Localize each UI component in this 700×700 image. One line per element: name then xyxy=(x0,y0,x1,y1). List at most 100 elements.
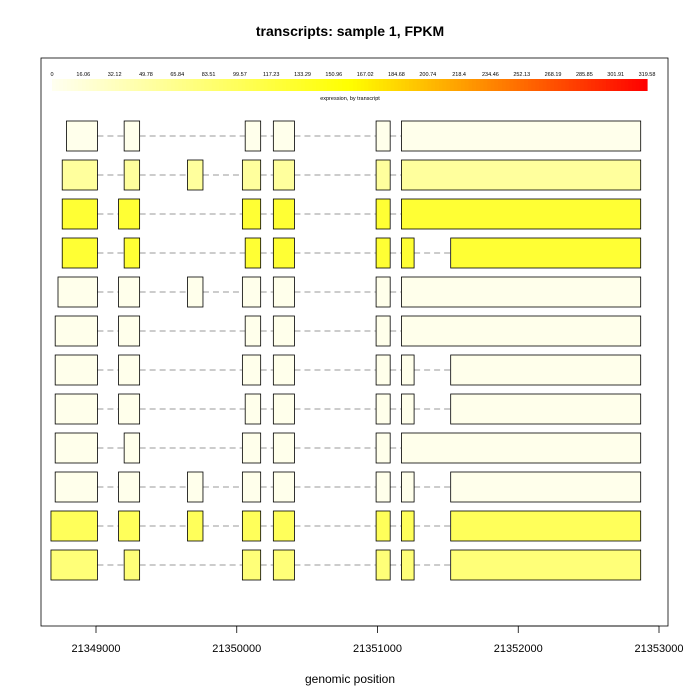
colorbar-swatch xyxy=(167,79,172,91)
transcript-row xyxy=(50,510,642,542)
colorbar-tick-label: 150.96 xyxy=(325,72,342,78)
colorbar-swatch xyxy=(241,79,246,91)
colorbar-swatch xyxy=(464,79,470,91)
colorbar-swatch xyxy=(85,79,90,91)
exon-box xyxy=(375,315,391,347)
exon-box xyxy=(241,471,262,503)
colorbar-swatch xyxy=(568,79,574,91)
colorbar-tick-label: 268.19 xyxy=(545,72,562,78)
colorbar-swatch xyxy=(572,79,577,91)
colorbar-swatch xyxy=(304,79,310,91)
colorbar-swatch xyxy=(293,79,299,91)
colorbar-swatch xyxy=(230,79,235,91)
colorbar-swatch xyxy=(472,79,477,91)
colorbar-swatch xyxy=(338,79,343,91)
colorbar-swatch xyxy=(371,79,377,91)
exon-box xyxy=(272,315,295,347)
colorbar-swatch xyxy=(531,79,537,91)
x-tick-label: 21349000 xyxy=(72,643,121,655)
exon-box xyxy=(54,354,98,386)
colorbar-swatch xyxy=(390,79,395,91)
exon-box xyxy=(66,120,98,152)
colorbar-swatch xyxy=(330,79,336,91)
colorbar-swatch xyxy=(215,79,220,91)
exon-box xyxy=(118,393,141,425)
colorbar-swatch xyxy=(617,79,622,91)
exon-box xyxy=(272,120,295,152)
colorbar-swatch xyxy=(583,79,589,91)
colorbar-swatch xyxy=(643,79,648,91)
colorbar-swatch xyxy=(353,79,358,91)
x-tick-label: 21353000 xyxy=(635,643,684,655)
transcript-row xyxy=(61,198,642,230)
colorbar-swatch xyxy=(193,79,198,91)
exon-box xyxy=(375,432,391,464)
colorbar-swatch xyxy=(312,79,317,91)
colorbar-swatch xyxy=(282,79,287,91)
colorbar-swatch xyxy=(219,79,224,91)
colorbar-swatch xyxy=(580,79,585,91)
exon-box xyxy=(272,393,295,425)
colorbar-swatch xyxy=(189,79,194,91)
exon-box xyxy=(450,393,642,425)
colorbar-swatch xyxy=(427,79,432,91)
colorbar-swatch xyxy=(609,79,615,91)
colorbar-tick-label: 0 xyxy=(50,72,53,78)
colorbar-tick-label: 234.46 xyxy=(482,72,499,78)
transcript-row xyxy=(61,237,642,269)
colorbar-swatch xyxy=(133,79,139,91)
exon-box xyxy=(272,354,295,386)
colorbar-swatch xyxy=(275,79,280,91)
exon-box xyxy=(375,354,391,386)
colorbar-swatch xyxy=(252,79,258,91)
transcript-row xyxy=(54,354,642,386)
colorbar-tick-label: 16.06 xyxy=(76,72,90,78)
colorbar-swatch xyxy=(360,79,365,91)
exon-box xyxy=(54,393,98,425)
colorbar-swatch xyxy=(260,79,265,91)
colorbar-tick-label: 301.91 xyxy=(607,72,624,78)
colorbar-swatch xyxy=(345,79,351,91)
colorbar-tick-label: 117.23 xyxy=(263,72,279,78)
x-axis-title: genomic position xyxy=(305,672,395,686)
colorbar-swatch xyxy=(267,79,273,91)
colorbar-swatch xyxy=(152,79,157,91)
exon-box xyxy=(50,549,98,581)
exon-box xyxy=(244,120,262,152)
colorbar-swatch xyxy=(598,79,603,91)
colorbar-swatch xyxy=(301,79,306,91)
exon-box xyxy=(241,432,262,464)
transcript-row xyxy=(61,159,642,191)
colorbar-swatch xyxy=(256,79,261,91)
colorbar-tick-label: 133.29 xyxy=(294,72,311,78)
colorbar-swatch xyxy=(501,79,507,91)
colorbar-swatch xyxy=(587,79,592,91)
colorbar-swatch xyxy=(115,79,120,91)
exon-box xyxy=(401,354,415,386)
colorbar-swatch xyxy=(557,79,563,91)
exon-box xyxy=(450,510,642,542)
colorbar-swatch xyxy=(449,79,455,91)
exon-box xyxy=(401,393,415,425)
exon-box xyxy=(272,432,295,464)
colorbar-swatch xyxy=(178,79,183,91)
colorbar-tick-label: 184.68 xyxy=(388,72,405,78)
colorbar-swatch xyxy=(542,79,548,91)
x-tick-label: 21350000 xyxy=(212,643,261,655)
colorbar-tick-label: 319.58 xyxy=(639,72,656,78)
colorbar-swatch xyxy=(63,79,68,91)
colorbar-swatch xyxy=(412,79,418,91)
colorbar-swatch xyxy=(431,79,436,91)
exon-box xyxy=(401,120,642,152)
exon-box xyxy=(272,471,295,503)
colorbar-swatch xyxy=(185,79,191,91)
transcript-row xyxy=(66,120,642,152)
exon-box xyxy=(401,315,642,347)
transcript-row xyxy=(54,393,642,425)
colorbar-swatch xyxy=(197,79,202,91)
colorbar-swatch xyxy=(297,79,302,91)
colorbar-swatch xyxy=(509,79,514,91)
colorbar-swatch xyxy=(159,79,165,91)
colorbar-swatch xyxy=(70,79,75,91)
colorbar-swatch xyxy=(535,79,540,91)
